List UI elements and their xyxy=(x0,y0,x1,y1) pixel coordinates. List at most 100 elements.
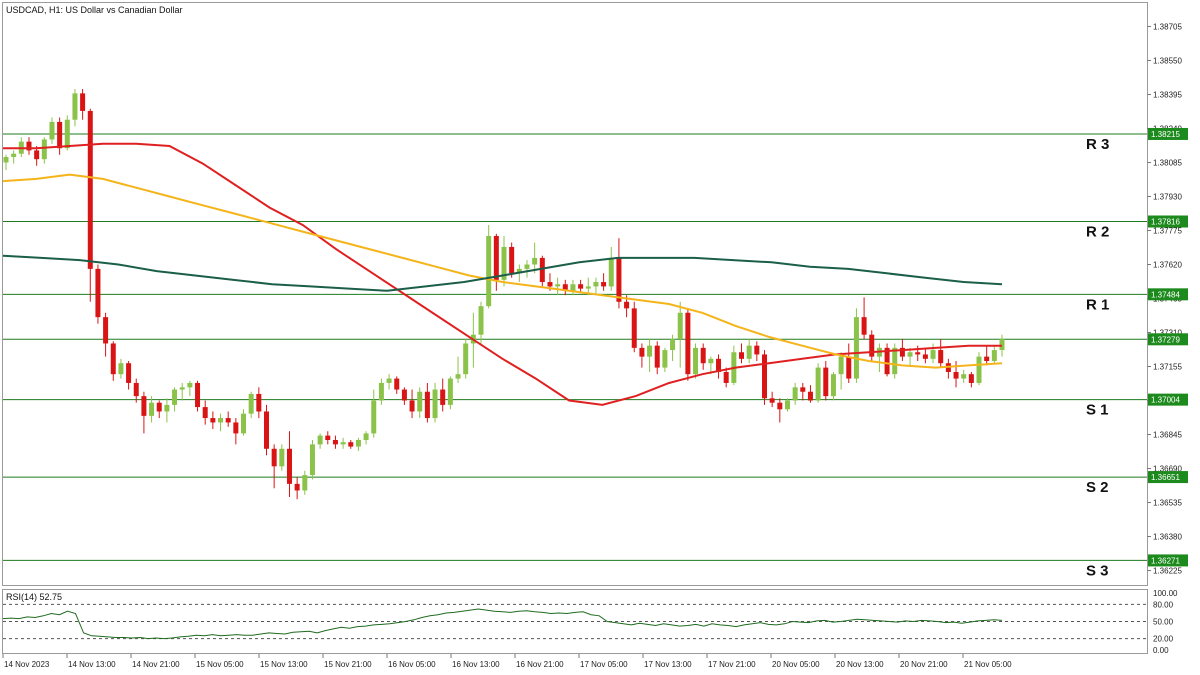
bear-candle xyxy=(631,308,637,348)
bull-candle xyxy=(662,350,668,368)
price-tick-label: 1.38550 xyxy=(1153,56,1182,65)
time-tick-label: 16 Nov 05:00 xyxy=(388,660,436,669)
bear-candle xyxy=(616,257,622,302)
bear-candle xyxy=(639,347,645,357)
time-tick-label: 14 Nov 2023 xyxy=(4,660,50,669)
level-name-label: R 1 xyxy=(1086,296,1109,313)
price-tick-label: 1.37155 xyxy=(1153,363,1182,372)
bear-candle xyxy=(624,301,630,309)
time-tick-label: 14 Nov 13:00 xyxy=(68,660,116,669)
bear-candle xyxy=(87,110,93,269)
time-tick-label: 20 Nov 21:00 xyxy=(900,660,948,669)
bear-candle xyxy=(777,402,783,410)
bear-candle xyxy=(739,352,745,359)
bull-candle xyxy=(172,389,178,405)
bull-candle xyxy=(41,139,47,160)
bull-candle xyxy=(463,343,469,375)
bull-candle xyxy=(647,345,653,357)
bull-candle xyxy=(72,93,78,120)
bull-candle xyxy=(432,389,438,419)
level-name-label: R 2 xyxy=(1086,223,1109,240)
bull-candle xyxy=(302,475,308,491)
level-price-label: 1.38215 xyxy=(1151,130,1180,139)
bear-candle xyxy=(800,387,806,392)
bull-candle xyxy=(241,413,247,434)
time-tick-label: 20 Nov 13:00 xyxy=(836,660,884,669)
bull-candle xyxy=(991,350,997,362)
bear-candle xyxy=(409,400,415,412)
level-price-badge xyxy=(1148,333,1188,346)
bear-candle xyxy=(225,418,231,423)
bear-candle xyxy=(807,391,813,401)
price-tick-label: 1.36535 xyxy=(1153,499,1182,508)
bear-candle xyxy=(440,389,446,405)
price-tick-label: 1.36225 xyxy=(1153,567,1182,576)
level-price-badge xyxy=(1148,393,1188,406)
bull-candle xyxy=(961,374,967,379)
bear-candle xyxy=(26,141,32,151)
rsi-tick-label: 50.00 xyxy=(1153,618,1174,627)
bear-candle xyxy=(34,150,40,160)
bull-candle xyxy=(218,418,224,423)
bear-candle xyxy=(884,347,890,375)
bear-candle xyxy=(769,398,775,403)
bear-candle xyxy=(103,317,109,344)
bull-candle xyxy=(355,439,361,447)
moving-averages xyxy=(2,142,1003,406)
bear-candle xyxy=(401,389,407,401)
bull-candle xyxy=(363,433,369,440)
bear-candle xyxy=(700,347,706,364)
bear-candle xyxy=(210,418,216,423)
bull-candle xyxy=(340,442,346,445)
level-name-label: S 2 xyxy=(1086,479,1109,496)
rsi-line xyxy=(2,608,1003,640)
bear-candle xyxy=(156,402,162,412)
time-tick-label: 21 Nov 05:00 xyxy=(964,660,1012,669)
ma-mid-line xyxy=(2,173,1003,369)
bull-candle xyxy=(976,356,982,383)
time-tick-label: 17 Nov 05:00 xyxy=(580,660,628,669)
rsi-label: RSI(14) 52.75 xyxy=(6,592,62,602)
time-tick-label: 14 Nov 21:00 xyxy=(132,660,180,669)
chart-header: USDCAD, H1: US Dollar vs Canadian Dollar xyxy=(6,5,183,15)
rsi-tick-label: 0.00 xyxy=(1153,646,1169,655)
level-name-label: S 1 xyxy=(1086,402,1109,419)
bull-candle xyxy=(677,312,683,340)
bull-candle xyxy=(164,404,170,412)
bull-candle xyxy=(532,257,538,265)
bear-candle xyxy=(493,235,499,280)
rsi-tick-label: 100.00 xyxy=(1153,589,1178,598)
bull-candle xyxy=(746,345,752,359)
bear-candle xyxy=(984,356,990,362)
level-name-label: S 3 xyxy=(1086,562,1109,579)
bear-candle xyxy=(754,345,760,355)
bull-candle xyxy=(570,284,576,291)
bear-candle xyxy=(424,391,430,419)
bear-candle xyxy=(110,343,116,375)
bear-candle xyxy=(938,350,944,364)
bull-candle xyxy=(930,350,936,359)
bear-candle xyxy=(202,407,208,419)
bull-candle xyxy=(64,119,70,149)
bull-candle xyxy=(149,402,155,416)
bear-candle xyxy=(922,354,928,359)
level-price-label: 1.37484 xyxy=(1151,290,1180,299)
bear-candle xyxy=(953,371,959,379)
bear-candle xyxy=(539,257,545,283)
bear-candle xyxy=(823,367,829,397)
bull-candle xyxy=(516,268,522,274)
bear-candle xyxy=(195,382,201,408)
bull-candle xyxy=(830,374,836,397)
bear-candle xyxy=(256,393,262,412)
bull-candle xyxy=(792,387,798,401)
bull-candle xyxy=(248,393,254,414)
level-name-label: R 3 xyxy=(1086,136,1109,153)
support-resistance-levels: R 3 R 2 R 1 S 1 S 2 S 3 xyxy=(3,133,1147,579)
bull-candle xyxy=(447,378,453,405)
time-tick-label: 20 Nov 05:00 xyxy=(772,660,820,669)
bull-candle xyxy=(585,286,591,289)
bull-candle xyxy=(892,347,898,375)
candlesticks xyxy=(3,88,1005,500)
price-tick-label: 1.37930 xyxy=(1153,192,1182,201)
time-tick-label: 15 Nov 13:00 xyxy=(260,660,308,669)
